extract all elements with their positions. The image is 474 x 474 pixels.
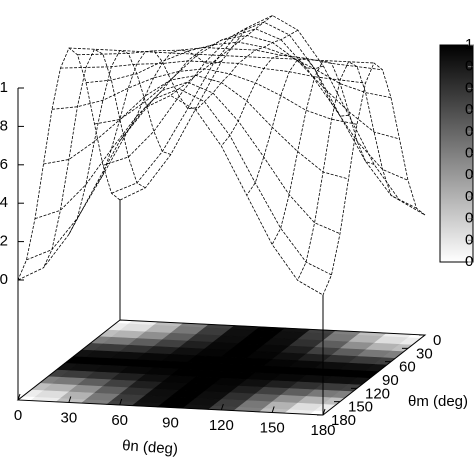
mesh-line (144, 27, 248, 108)
mesh-line (17, 95, 324, 296)
y-tick-label: 120 (365, 385, 390, 402)
mesh-line (43, 75, 349, 180)
surface-mesh (17, 15, 426, 296)
mesh-line (102, 28, 409, 181)
mesh-line (119, 49, 222, 142)
colorbar (439, 44, 474, 263)
colorbar-tick-label: 0.3 (465, 188, 474, 205)
x-tick-label: 120 (209, 417, 234, 434)
mesh-line (195, 29, 299, 111)
colorbar-tick-label: 0.2 (465, 210, 474, 227)
x-tick (271, 406, 275, 413)
x-tick (17, 393, 21, 401)
z-tick-label: 0 (0, 271, 8, 288)
x-tick (220, 403, 224, 411)
contour-map (17, 319, 426, 416)
colorbar-tick-label: 0.9 (465, 58, 474, 75)
x-tick-label: 0 (14, 407, 22, 424)
colorbar-tick-label: 0.7 (465, 101, 474, 118)
mesh-line (51, 68, 358, 125)
y-axis-label: θm (deg) (408, 393, 468, 410)
x-tick (322, 408, 326, 416)
mesh-line (43, 48, 146, 268)
x-tick-label: 90 (162, 414, 179, 431)
y-tick-label: 0 (433, 332, 441, 349)
mesh-line (297, 61, 400, 281)
mesh-line (221, 54, 324, 147)
colorbar-tick-label: 0.5 (465, 144, 474, 161)
mesh-line (111, 21, 417, 209)
mesh-line (68, 50, 171, 235)
colorbar-tick-label: 0.6 (465, 123, 474, 140)
x-tick-label: 150 (260, 419, 285, 436)
colorbar-tick-label: 0.1 (465, 231, 474, 248)
colorbar-tick-label: 0.4 (465, 166, 474, 183)
mesh-line (246, 57, 349, 196)
y-tick-label: 90 (382, 372, 399, 389)
y-tick-label: 180 (331, 412, 356, 429)
mesh-line (85, 41, 392, 99)
colorbar-tick-label: 0.8 (465, 79, 474, 96)
z-tick-label: 0.2 (0, 233, 8, 250)
colorbar-tick-label: 1 (465, 36, 473, 53)
x-tick-label: 60 (111, 412, 128, 429)
mesh-line (170, 15, 273, 96)
mesh-line (94, 35, 400, 140)
y-tick-label: 30 (416, 345, 433, 362)
x-axis-label: θn (deg) (122, 437, 179, 458)
mesh-line (271, 60, 375, 245)
x-tick (68, 396, 72, 403)
y-tick-label: 60 (399, 359, 416, 376)
z-tick-label: 1 (0, 79, 8, 96)
mesh-line (17, 47, 121, 281)
colorbar-tick-label: 0 (465, 253, 473, 270)
mesh-line (26, 88, 332, 276)
z-tick-label: 0.6 (0, 156, 8, 173)
labels: 00.20.40.60.8103060901201501800306090120… (0, 36, 474, 439)
x-tick (119, 398, 123, 406)
y-tick-label: 150 (348, 399, 373, 416)
z-tick-label: 0.4 (0, 194, 8, 211)
mesh-line (322, 62, 426, 296)
z-tick-label: 0.8 (0, 117, 8, 134)
mesh-line (93, 50, 197, 188)
x-tick-label: 30 (60, 409, 77, 426)
axes-frame (16, 44, 474, 416)
x-tick-label: 180 (310, 422, 335, 439)
x-tick (170, 401, 173, 408)
